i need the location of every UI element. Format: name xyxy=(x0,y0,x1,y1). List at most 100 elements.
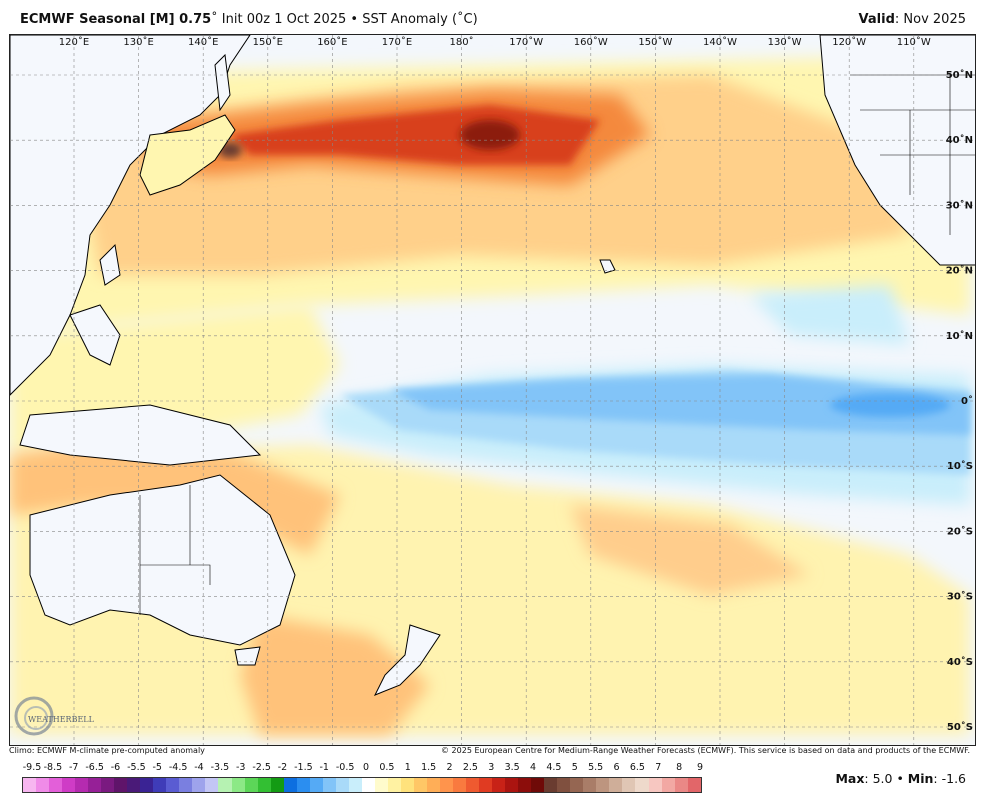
weatherbell-logo-image: WEATHERBELL xyxy=(14,696,95,736)
copyright-note: © 2025 European Centre for Medium-Range … xyxy=(441,746,970,755)
colorbar-swatch xyxy=(492,778,506,792)
colorbar-tick-label: 0.5 xyxy=(379,762,395,773)
colorbar-tick-label: 3.5 xyxy=(504,762,520,773)
tasmania xyxy=(234,646,261,666)
colorbar-tick-label: -1 xyxy=(319,762,329,773)
latitude-label: 10˚S xyxy=(947,460,973,472)
longitude-label: 120˚E xyxy=(59,36,89,48)
colorbar-tick-label: -8.5 xyxy=(43,762,63,773)
indonesia-new-guinea xyxy=(19,404,262,466)
land xyxy=(10,35,975,696)
colorbar-swatch xyxy=(179,778,193,792)
longitude-label: 110˚W xyxy=(897,36,931,48)
colorbar-swatch xyxy=(348,778,362,792)
longitude-label: 170˚W xyxy=(509,36,543,48)
latitude-label: 20˚S xyxy=(947,525,973,537)
colorbar-swatch xyxy=(153,778,167,792)
taiwan xyxy=(99,243,121,286)
cold-tongue-core xyxy=(830,393,950,417)
colorbar-tick-label: -5.5 xyxy=(127,762,146,773)
colorbar-swatch xyxy=(88,778,102,792)
latitude-label: 30˚N xyxy=(946,199,973,211)
colorbar-tick-label: -4.5 xyxy=(168,762,188,773)
weatherbell-logo: WEATHERBELL xyxy=(12,694,102,744)
latitude-label: 50˚N xyxy=(946,69,973,81)
longitude-label: 160˚E xyxy=(317,36,347,48)
colorbar-swatch xyxy=(218,778,232,792)
colorbar-swatch xyxy=(49,778,63,792)
colorbar-tick-label: 1 xyxy=(404,762,411,773)
colorbar-swatch xyxy=(322,778,336,792)
colorbar-swatch xyxy=(518,778,532,792)
colorbar-swatch xyxy=(648,778,662,792)
colorbar-tick-label: 4.5 xyxy=(546,762,562,773)
colorbar-tick-label: 2.5 xyxy=(462,762,478,773)
new-zealand xyxy=(373,624,441,696)
longitude-label: 140˚W xyxy=(703,36,737,48)
orange-south-central xyxy=(570,505,810,595)
colorbar-tick-label: 2 xyxy=(446,762,453,773)
colorbar-swatch xyxy=(413,778,427,792)
colorbar-swatch xyxy=(62,778,76,792)
colorbar-tick-label: -2 xyxy=(277,762,288,773)
colorbar-swatch xyxy=(231,778,245,792)
colorbar-tick-label: 9 xyxy=(696,762,704,773)
colorbar-tick-label: 0 xyxy=(362,762,370,773)
min-label: Min xyxy=(907,771,934,786)
colorbar-swatch xyxy=(192,778,206,792)
colorbar-swatch xyxy=(166,778,180,792)
colorbar-tick-label: -2.5 xyxy=(252,762,271,773)
min-value: : -1.6 xyxy=(933,771,966,786)
colorbar-swatch xyxy=(361,778,375,792)
colorbar-tick-label: 5.5 xyxy=(588,762,604,773)
colorbar-swatch xyxy=(440,778,454,792)
colorbar-swatch xyxy=(23,778,37,792)
colorbar-tick-label: -0.5 xyxy=(335,762,355,773)
orange-tasman xyxy=(240,615,430,735)
colorbar: -9.5 -8.5 -7 -6.5 -6 -5.5 -5 -4.5 -4 -3.5 -3 -2.5 -2… xyxy=(22,762,704,796)
colorbar-swatch xyxy=(270,778,284,792)
max-min-readout: Max: 5.0 • Min: -1.6 xyxy=(835,771,966,786)
colorbar-swatch xyxy=(622,778,636,792)
longitude-label: 160˚W xyxy=(574,36,608,48)
colorbar-tick-label: 3 xyxy=(488,762,495,773)
colorbar-swatch xyxy=(505,778,519,792)
valid-value: : Nov 2025 xyxy=(894,12,966,27)
latitude-label: 0˚ xyxy=(961,395,973,407)
colorbar-swatch xyxy=(205,778,219,792)
longitude-label: 150˚E xyxy=(253,36,283,48)
asia-mainland xyxy=(10,35,251,396)
longitude-label: 120˚W xyxy=(832,36,866,48)
latitude-label: 10˚N xyxy=(946,330,973,342)
colorbar-tick-label: 7 xyxy=(655,762,662,773)
japan xyxy=(139,114,236,196)
colorbar-swatch xyxy=(635,778,649,792)
max-label: Max xyxy=(835,771,865,786)
sst-anomaly-map: 120˚E 130˚E 140˚E 150˚E 160˚E 170˚E 180˚ 170˚W 1… xyxy=(9,34,976,746)
colorbar-tick-label: -5 xyxy=(152,762,162,773)
max-value: : 5.0 • xyxy=(864,771,908,786)
colorbar-swatch xyxy=(583,778,597,792)
colorbar-swatch xyxy=(531,778,545,792)
marine-heatwave-peak xyxy=(460,120,520,150)
marine-heatwave-core xyxy=(230,105,600,165)
title-details: ˚ Init 00z 1 Oct 2025 • SST Anomaly (˚C) xyxy=(211,12,478,27)
colorbar-swatch xyxy=(257,778,271,792)
latitude-label: 30˚S xyxy=(947,591,973,603)
colorbar-swatch xyxy=(335,778,349,792)
borders xyxy=(139,74,975,615)
latitude-label: 40˚N xyxy=(946,134,973,146)
gridlines xyxy=(10,35,975,745)
north-america xyxy=(819,35,975,266)
colorbar-swatch xyxy=(374,778,388,792)
colorbar-swatch xyxy=(570,778,584,792)
sakhalin xyxy=(214,53,231,112)
philippines xyxy=(69,304,121,366)
colorbar-swatch xyxy=(127,778,141,792)
colorbar-swatch xyxy=(75,778,89,792)
valid-date: Valid: Nov 2025 xyxy=(859,12,966,27)
climo-note: Climo: ECMWF M-climate pre-computed anom… xyxy=(9,746,205,755)
colorbar-swatch xyxy=(283,778,297,792)
colorbar-tick-label: 1.5 xyxy=(421,762,437,773)
colorbar-tick-label: -9.5 xyxy=(22,762,42,773)
